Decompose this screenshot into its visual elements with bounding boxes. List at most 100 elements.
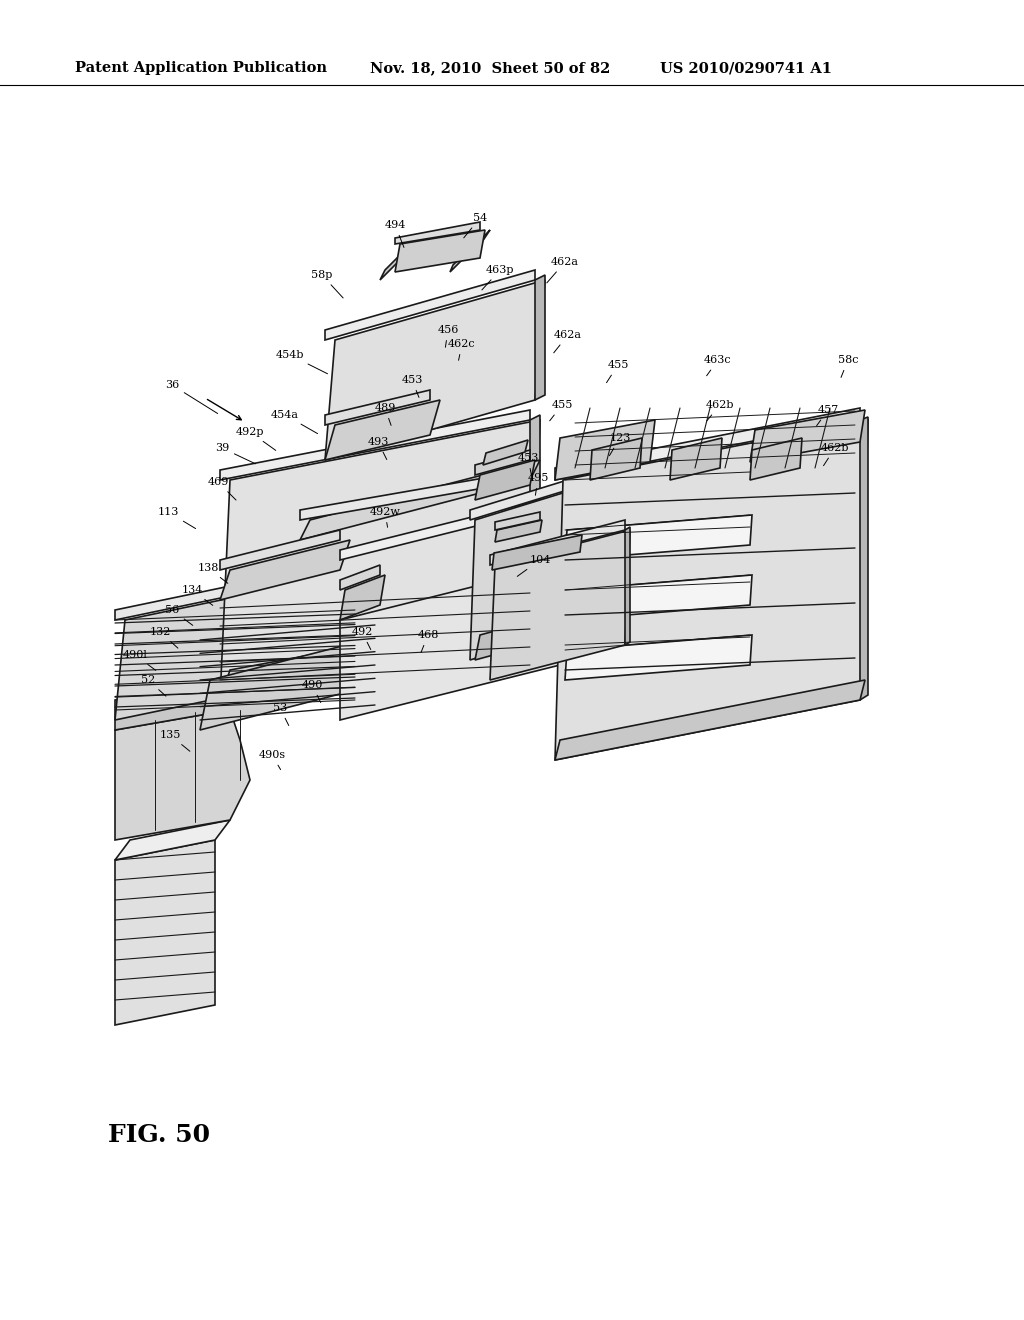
Text: US 2010/0290741 A1: US 2010/0290741 A1: [660, 61, 831, 75]
Text: 134: 134: [181, 585, 213, 606]
Text: 490: 490: [301, 680, 323, 702]
Text: Patent Application Publication: Patent Application Publication: [75, 61, 327, 75]
Polygon shape: [220, 540, 350, 601]
Polygon shape: [395, 222, 480, 244]
Text: 492: 492: [351, 627, 373, 649]
Polygon shape: [325, 271, 535, 341]
Polygon shape: [483, 440, 528, 465]
Polygon shape: [340, 490, 580, 560]
Text: FIG. 50: FIG. 50: [108, 1123, 210, 1147]
Polygon shape: [555, 420, 868, 760]
Text: 462c: 462c: [449, 339, 476, 360]
Text: 495: 495: [527, 473, 549, 495]
Text: 462a: 462a: [547, 257, 579, 282]
Text: 454a: 454a: [271, 411, 317, 434]
Polygon shape: [325, 389, 430, 425]
Polygon shape: [115, 710, 250, 840]
Text: 462b: 462b: [821, 444, 849, 466]
Text: 135: 135: [160, 730, 189, 751]
Text: 58p: 58p: [311, 271, 343, 298]
Polygon shape: [475, 620, 535, 660]
Polygon shape: [450, 230, 490, 272]
Polygon shape: [495, 520, 542, 543]
Polygon shape: [200, 635, 385, 730]
Text: Nov. 18, 2010  Sheet 50 of 82: Nov. 18, 2010 Sheet 50 of 82: [370, 61, 610, 75]
Polygon shape: [475, 450, 530, 475]
Polygon shape: [530, 414, 540, 640]
Polygon shape: [590, 438, 642, 480]
Polygon shape: [220, 411, 530, 480]
Text: 39: 39: [215, 444, 255, 463]
Polygon shape: [300, 459, 540, 540]
Text: 123: 123: [609, 433, 631, 455]
Text: 468: 468: [418, 630, 438, 652]
Text: 52: 52: [141, 675, 166, 696]
Text: 463c: 463c: [705, 355, 732, 376]
Polygon shape: [470, 480, 605, 660]
Polygon shape: [300, 470, 530, 520]
Polygon shape: [380, 235, 420, 280]
Polygon shape: [470, 470, 600, 520]
Text: 489: 489: [375, 403, 395, 425]
Polygon shape: [750, 411, 865, 462]
Polygon shape: [115, 560, 355, 620]
Text: 455: 455: [606, 360, 629, 383]
Text: 456: 456: [437, 325, 459, 347]
Text: 493: 493: [368, 437, 389, 459]
Polygon shape: [750, 438, 802, 480]
Text: 104: 104: [517, 554, 551, 577]
Text: 457: 457: [816, 405, 839, 426]
Text: 113: 113: [158, 507, 196, 528]
Text: 462a: 462a: [554, 330, 582, 352]
Polygon shape: [325, 400, 440, 459]
Polygon shape: [495, 512, 540, 531]
Polygon shape: [115, 820, 230, 861]
Polygon shape: [860, 417, 868, 700]
Text: 132: 132: [150, 627, 178, 648]
Text: 56: 56: [165, 605, 193, 626]
Polygon shape: [340, 560, 580, 719]
Text: 463p: 463p: [482, 265, 514, 290]
Text: 454b: 454b: [275, 350, 328, 374]
Polygon shape: [670, 438, 722, 480]
Polygon shape: [220, 420, 540, 700]
Text: 490s: 490s: [258, 750, 286, 770]
Polygon shape: [565, 635, 752, 680]
Text: 492w: 492w: [370, 507, 400, 527]
Polygon shape: [535, 275, 545, 400]
Polygon shape: [555, 408, 860, 480]
Text: 494: 494: [384, 220, 406, 247]
Text: 492p: 492p: [236, 426, 275, 450]
Text: 138: 138: [198, 564, 227, 583]
Polygon shape: [492, 535, 582, 570]
Text: 53: 53: [272, 704, 289, 726]
Polygon shape: [220, 640, 390, 700]
Text: 453: 453: [517, 453, 539, 475]
Polygon shape: [395, 230, 485, 272]
Polygon shape: [340, 576, 385, 620]
Polygon shape: [625, 527, 630, 645]
Polygon shape: [340, 565, 380, 590]
Polygon shape: [580, 495, 590, 660]
Text: 455: 455: [550, 400, 572, 421]
Polygon shape: [115, 680, 230, 730]
Text: 58c: 58c: [838, 355, 858, 378]
Polygon shape: [555, 680, 865, 760]
Text: 36: 36: [165, 380, 218, 413]
Text: 490l: 490l: [123, 649, 156, 671]
Polygon shape: [115, 840, 215, 1026]
Polygon shape: [220, 531, 340, 570]
Text: 453: 453: [401, 375, 423, 397]
Text: 462b: 462b: [706, 400, 734, 421]
Polygon shape: [475, 459, 535, 500]
Polygon shape: [115, 570, 365, 719]
Polygon shape: [355, 565, 365, 671]
Polygon shape: [490, 520, 625, 565]
Polygon shape: [600, 477, 605, 620]
Polygon shape: [490, 531, 630, 680]
Polygon shape: [555, 420, 655, 480]
Polygon shape: [565, 515, 752, 560]
Polygon shape: [325, 280, 545, 459]
Text: 469: 469: [207, 477, 237, 500]
Text: 54: 54: [464, 213, 487, 238]
